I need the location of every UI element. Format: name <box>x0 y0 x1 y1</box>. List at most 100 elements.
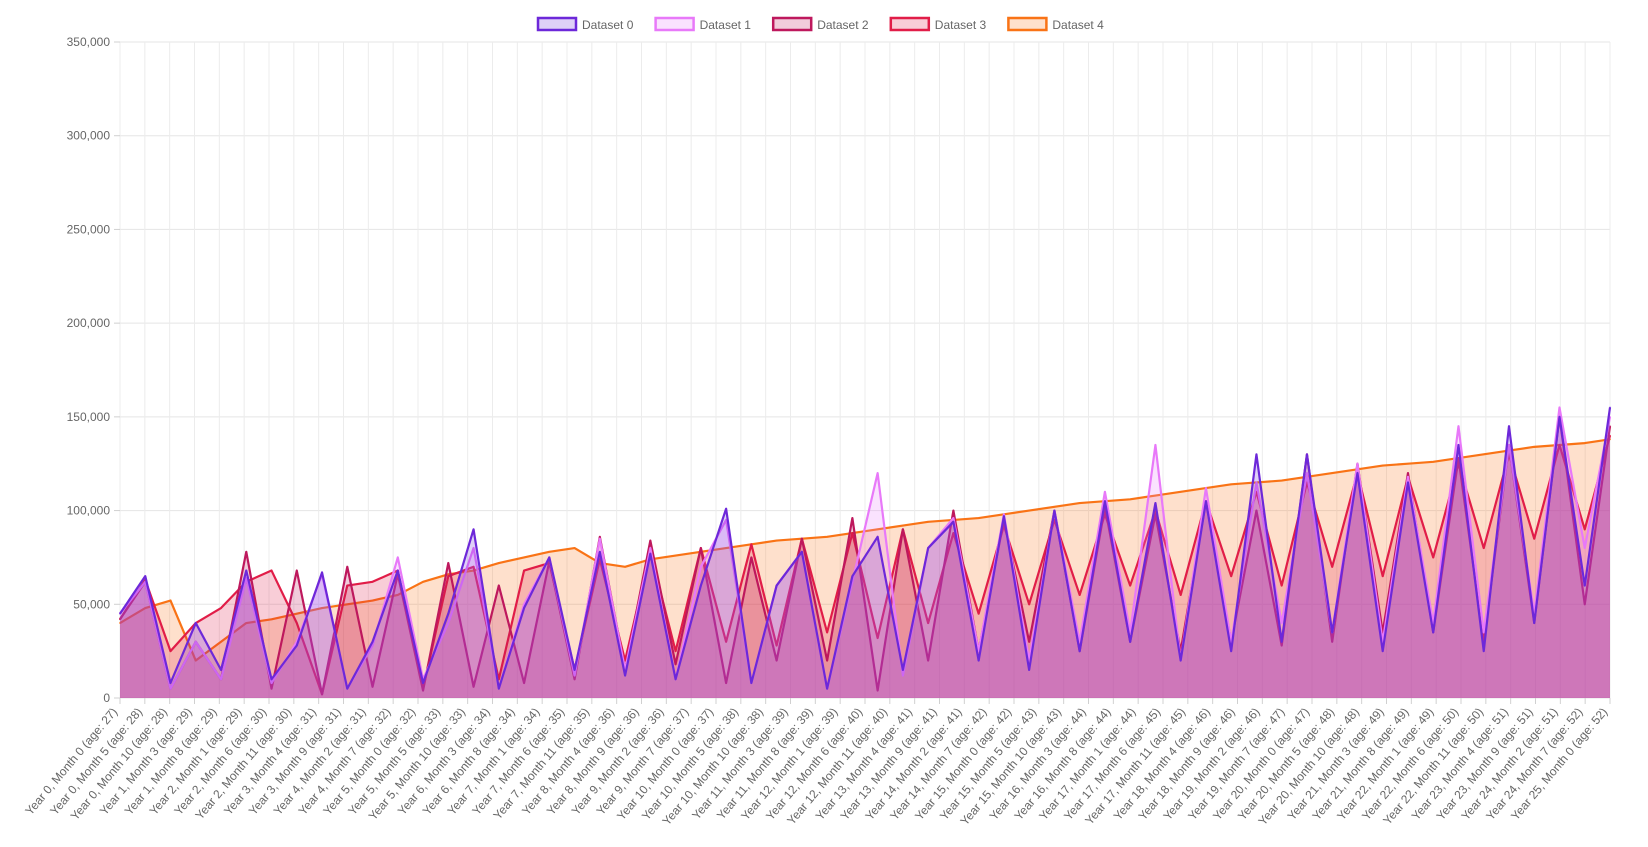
data-point <box>927 622 929 624</box>
legend-item-1[interactable]: Dataset 1 <box>654 16 752 32</box>
data-point <box>1381 650 1384 652</box>
y-tick-label: 300,000 <box>67 129 111 143</box>
y-tick-label: 150,000 <box>67 410 111 424</box>
data-point <box>1129 631 1131 634</box>
data-point <box>194 640 197 643</box>
data-point <box>977 612 980 615</box>
data-point <box>649 539 652 542</box>
data-point <box>1331 640 1334 643</box>
data-point <box>1331 472 1334 474</box>
data-point <box>194 622 197 624</box>
data-point <box>1482 650 1485 652</box>
data-point <box>119 612 121 615</box>
legend-label: Dataset 3 <box>935 18 987 32</box>
data-point <box>245 577 248 579</box>
data-point <box>599 551 601 553</box>
data-point <box>1154 444 1157 446</box>
data-point <box>977 517 980 519</box>
data-point <box>1306 472 1308 474</box>
data-point <box>1129 640 1131 643</box>
data-point <box>1407 481 1409 484</box>
data-point <box>422 682 424 684</box>
series-area <box>120 435 1610 698</box>
data-point <box>119 618 121 621</box>
series-line <box>119 407 1612 690</box>
data-point <box>220 640 222 643</box>
data-point <box>1583 528 1586 531</box>
data-point <box>169 650 172 652</box>
data-point <box>447 562 450 564</box>
data-point <box>599 536 601 538</box>
data-point <box>801 537 803 540</box>
data-point <box>624 566 626 568</box>
data-point <box>321 607 323 609</box>
data-point <box>573 547 576 549</box>
legend-item-0[interactable]: Dataset 0 <box>536 16 634 32</box>
data-point <box>624 659 626 662</box>
data-point <box>472 685 475 688</box>
legend-label: Dataset 4 <box>1052 18 1104 32</box>
data-point <box>1331 631 1334 634</box>
y-axis: 0 50,000 100,000 150,000 200,000 250,000 300,0… <box>67 35 120 705</box>
data-point <box>927 521 929 523</box>
data-point <box>270 569 273 572</box>
data-point <box>220 607 222 609</box>
data-point <box>371 644 374 647</box>
legend-item-2[interactable]: Dataset 2 <box>771 16 869 32</box>
data-point <box>927 659 929 662</box>
data-point <box>1331 566 1334 568</box>
data-point <box>1280 479 1283 482</box>
data-point <box>1407 472 1409 474</box>
data-point <box>144 607 147 609</box>
data-point <box>573 678 576 681</box>
series-layer <box>119 406 1612 698</box>
data-point <box>902 669 904 671</box>
legend-label: Dataset 1 <box>700 18 752 32</box>
data-point <box>1280 622 1283 624</box>
legend-swatch <box>536 16 578 32</box>
data-point <box>725 640 727 643</box>
data-point <box>700 547 702 549</box>
data-point <box>1280 644 1283 647</box>
data-point <box>977 659 980 662</box>
data-point <box>1154 494 1157 497</box>
data-point <box>801 551 803 553</box>
series-0 <box>119 406 1612 698</box>
data-point <box>1129 498 1131 501</box>
data-point <box>1609 425 1611 428</box>
data-point <box>1381 464 1384 467</box>
legend-item-3[interactable]: Dataset 3 <box>889 16 987 32</box>
data-point <box>1154 502 1157 504</box>
data-point <box>295 644 298 647</box>
data-point <box>826 631 828 634</box>
data-point <box>1053 506 1056 508</box>
data-point <box>1003 513 1005 516</box>
data-point <box>1583 442 1586 444</box>
data-point <box>1583 603 1586 606</box>
legend-label: Dataset 2 <box>817 18 869 32</box>
data-point <box>447 575 450 577</box>
data-point <box>245 622 248 624</box>
data-point <box>396 556 399 559</box>
data-point <box>144 575 147 577</box>
data-point <box>573 669 576 671</box>
data-point <box>1003 515 1005 517</box>
data-point <box>371 640 374 643</box>
data-point <box>1078 594 1081 596</box>
data-point <box>523 607 525 609</box>
y-tick-label: 100,000 <box>67 504 111 518</box>
data-point <box>422 580 424 583</box>
data-point <box>396 569 399 572</box>
data-point <box>245 569 248 572</box>
data-point <box>523 556 525 559</box>
data-point <box>1432 461 1435 463</box>
data-point <box>624 674 626 677</box>
data-point <box>295 569 298 572</box>
data-point <box>1432 556 1435 559</box>
data-point <box>548 556 551 559</box>
data-point <box>472 566 475 568</box>
legend-item-4[interactable]: Dataset 4 <box>1007 16 1104 32</box>
data-point <box>725 547 727 549</box>
data-point <box>1482 631 1485 634</box>
